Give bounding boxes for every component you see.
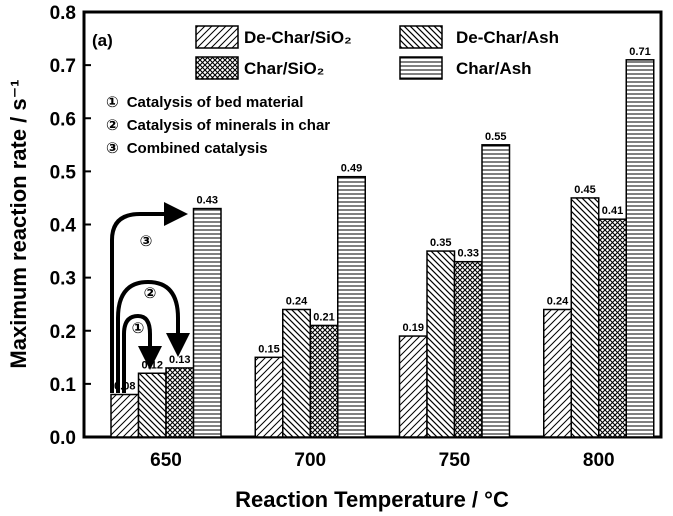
y-tick-label: 0.3: [50, 269, 76, 290]
bar-crosshatch-800: [598, 218, 627, 438]
data-label: 0.33: [458, 248, 479, 260]
data-label: 0.55: [485, 131, 506, 143]
bar-hlines-650: [192, 207, 222, 438]
annotation-2: ② Catalysis of minerals in char: [106, 117, 330, 134]
bar-hatch-fwd-650: [110, 393, 140, 438]
bars-group: [110, 59, 655, 438]
data-label: 0.71: [629, 46, 650, 58]
bar-hatch-fwd-750: [398, 335, 428, 438]
data-label: 0.43: [197, 195, 218, 207]
arrow-bed: [122, 313, 162, 393]
arrow-label-bed: ①: [132, 320, 145, 337]
y-tick-label: 0.7: [50, 56, 76, 77]
bar-hlines-700: [337, 175, 366, 438]
x-tick-label: 650: [150, 450, 182, 471]
panel-label: (a): [92, 31, 113, 50]
arrow-minerals: [116, 279, 190, 393]
x-tick-label: 700: [294, 450, 326, 471]
bar-crosshatch-750: [453, 260, 483, 438]
y-axis: 0.0 0.1 0.2 0.3 0.4 0.5 0.6 0.7 0.8: [50, 3, 91, 449]
data-label: 0.24: [547, 296, 569, 308]
arrow-combined: [110, 202, 188, 393]
y-axis-title: Maximum reaction rate / s⁻¹: [6, 79, 31, 368]
annotation-3: ③ Combined catalysis: [106, 140, 268, 157]
legend-swatch-char-ash: [399, 56, 443, 80]
bar-hatch-back-700: [282, 308, 311, 438]
y-tick-label: 0.8: [50, 3, 76, 24]
y-tick-label: 0.5: [50, 162, 77, 183]
legend-label-char-sio2: Char/SiO₂: [244, 59, 324, 78]
legend: De-Char/SiO₂ De-Char/Ash Char/SiO₂ Char/…: [195, 25, 559, 80]
y-tick-label: 0.1: [50, 375, 77, 396]
data-label: 0.45: [574, 184, 595, 196]
legend-label-de-char-sio2: De-Char/SiO₂: [244, 28, 352, 47]
data-label: 0.24: [286, 296, 308, 308]
x-axis: 650 700 750 800: [150, 450, 614, 471]
x-axis-title: Reaction Temperature / °C: [235, 487, 509, 512]
legend-label-de-char-ash: De-Char/Ash: [456, 28, 559, 47]
data-label: 0.49: [341, 163, 362, 175]
annotation-list: ① Catalysis of bed material ② Catalysis of…: [106, 94, 330, 157]
x-tick-label: 800: [583, 450, 615, 471]
legend-swatch-de-char-ash: [399, 25, 443, 49]
arrow-label-combined: ③: [140, 233, 153, 250]
bar-hatch-back-800: [570, 197, 600, 438]
annotation-1: ① Catalysis of bed material: [106, 94, 303, 111]
y-tick-label: 0.0: [50, 428, 76, 449]
bar-hatch-fwd-700: [254, 356, 284, 438]
bar-hlines-750: [481, 144, 511, 438]
data-label: 0.13: [169, 354, 190, 366]
legend-label-char-ash: Char/Ash: [456, 59, 532, 78]
y-tick-label: 0.6: [50, 109, 76, 130]
bar-hatch-back-650: [137, 372, 167, 438]
data-label: 0.12: [142, 359, 163, 371]
y-tick-label: 0.4: [50, 216, 77, 237]
data-label: 0.21: [313, 311, 334, 323]
bar-hlines-800: [625, 59, 655, 438]
data-labels-group: 0.080.12 0.130.430.150.240.210.490.190.35…: [114, 46, 651, 393]
legend-swatch-de-char-sio2: [195, 25, 239, 49]
catalysis-arrows: [110, 202, 190, 393]
bar-hatch-back-750: [426, 250, 456, 438]
data-label: 0.19: [403, 322, 424, 334]
data-label: 0.41: [602, 205, 623, 217]
bar-crosshatch-700: [309, 324, 339, 438]
bar-hatch-fwd-800: [543, 308, 572, 438]
data-label: 0.15: [258, 343, 279, 355]
arrow-label-minerals: ②: [144, 285, 157, 302]
y-tick-label: 0.2: [50, 322, 76, 343]
bar-crosshatch-650: [165, 367, 195, 438]
legend-swatch-char-sio2: [195, 56, 239, 80]
x-tick-label: 750: [439, 450, 471, 471]
data-label: 0.35: [430, 237, 451, 249]
